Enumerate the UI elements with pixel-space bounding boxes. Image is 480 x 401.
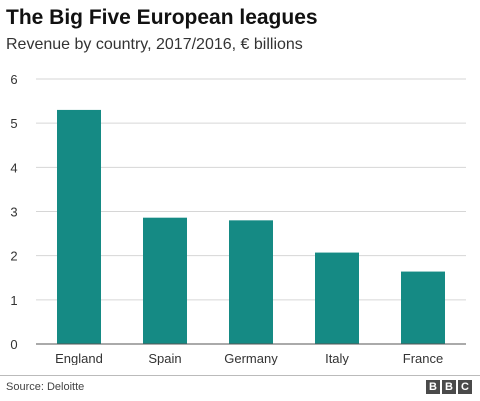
bar (57, 109, 101, 344)
x-category-label: France (403, 351, 443, 365)
bar-chart: 0 1 2 3 4 5 6 England Spain Germany Italy France (10, 72, 466, 365)
x-category-label: England (55, 351, 103, 365)
y-tick-label: 2 (10, 249, 17, 264)
bar (315, 252, 359, 344)
y-tick-label: 1 (10, 293, 17, 308)
x-category-label: Spain (148, 351, 181, 365)
footer-divider (0, 375, 480, 376)
logo-letter: B (426, 380, 440, 394)
chart-subtitle: Revenue by country, 2017/2016, € billion… (6, 36, 303, 53)
y-tick-label: 0 (10, 337, 17, 352)
y-tick-label: 5 (10, 116, 17, 131)
bbc-logo: B B C (426, 380, 472, 394)
bar (401, 271, 445, 344)
y-tick-label: 4 (10, 160, 17, 175)
logo-letter: B (442, 380, 456, 394)
x-category-label: Germany (224, 351, 278, 365)
bar (229, 220, 273, 344)
bar (143, 217, 187, 344)
y-tick-label: 6 (10, 72, 17, 87)
chart-title: The Big Five European leagues (6, 6, 318, 29)
y-tick-label: 3 (10, 205, 17, 220)
x-category-label: Italy (325, 351, 349, 365)
logo-letter: C (458, 380, 472, 394)
source-note: Source: Deloitte (6, 381, 85, 393)
